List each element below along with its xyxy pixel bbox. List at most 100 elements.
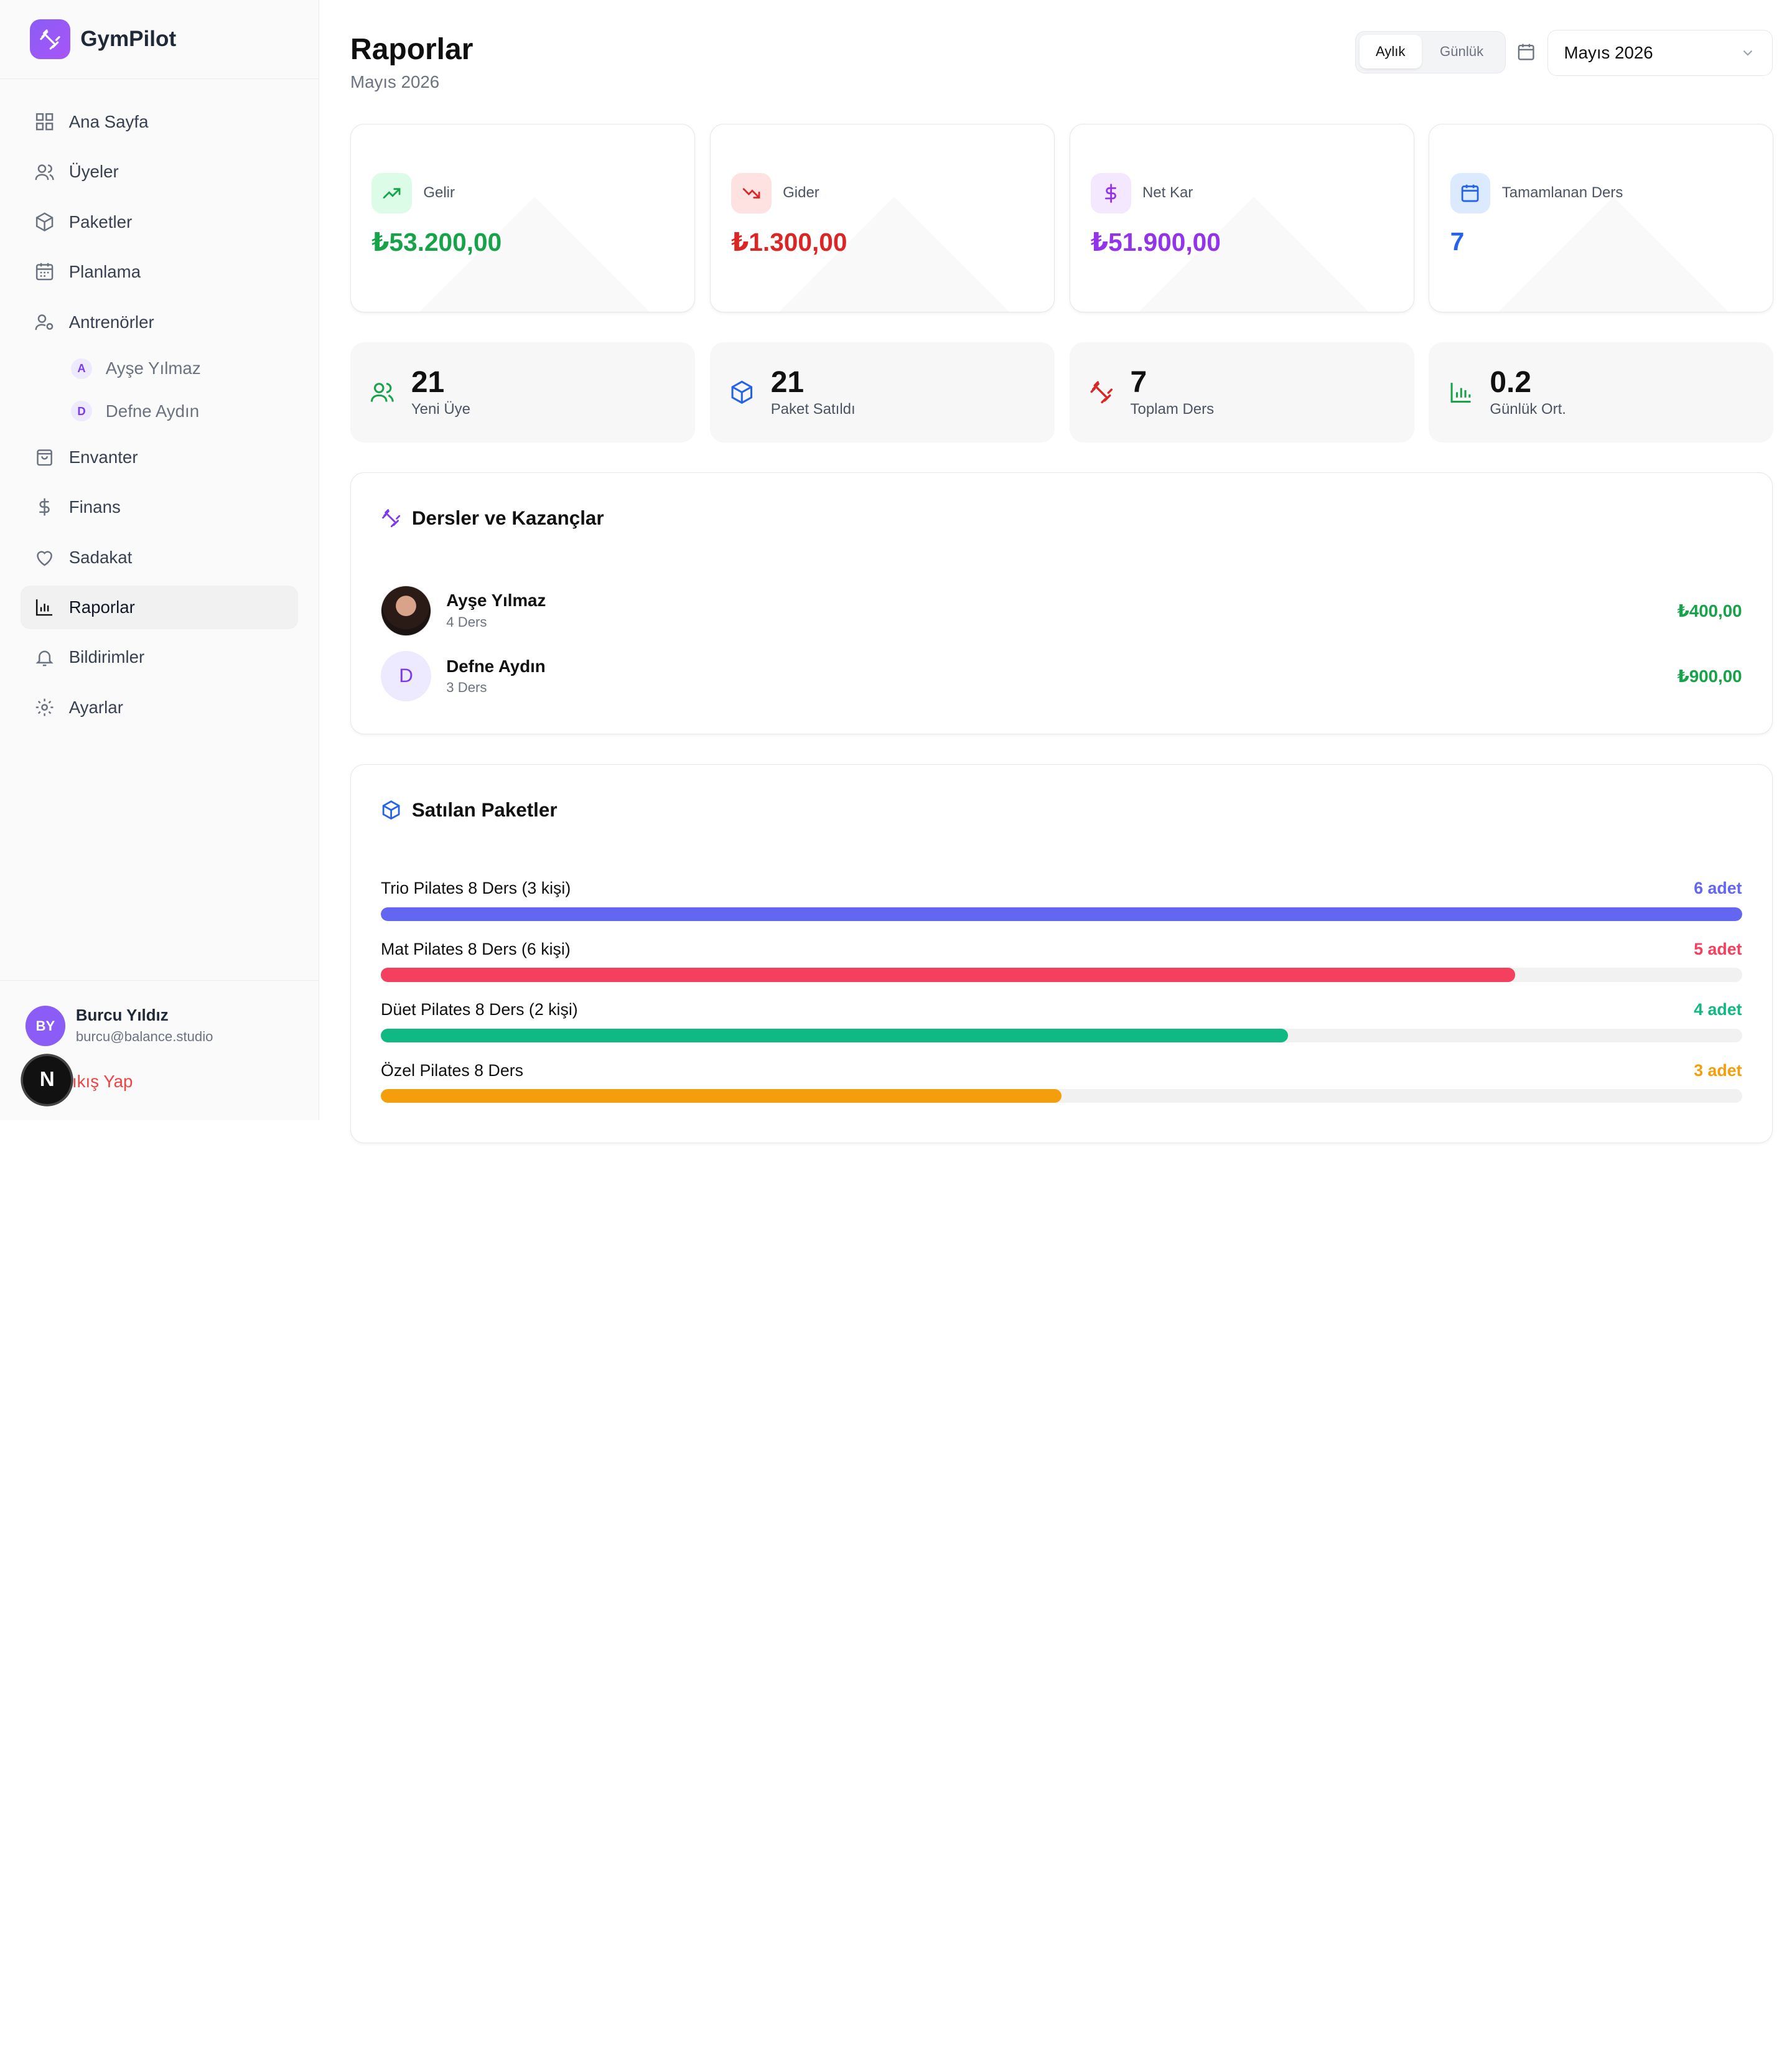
page-subtitle: Mayıs 2026 [350,72,440,92]
mini-stat-gunluk-ort: 0.2 Günlük Ort. [1429,342,1774,442]
users-icon [371,383,394,402]
mini-stat-value: 7 [1130,365,1147,399]
dashboard-icon [36,113,54,131]
trainer-lesson-count: 4 Ders [446,614,487,630]
sidebar-footer: BY Burcu Yıldız burcu@balance.studio Çık… [0,980,319,1092]
bell-icon [35,650,54,667]
package-count: 4 adet [1694,1000,1742,1019]
user-email: burcu@balance.studio [75,1028,213,1044]
users-icon [35,164,55,180]
mini-stat-label: Yeni Üye [411,401,470,418]
trainer-row[interactable]: D Defne Aydın 3 Ders ₺900,00 [381,643,1742,709]
toggle-monthly[interactable]: Aylık [1359,35,1422,68]
panel-title: Dersler ve Kazançlar [411,507,604,530]
mini-stat-yeni-uye: 21 Yeni Üye [350,342,695,442]
dev-tools-badge[interactable]: N [22,1055,72,1105]
sidebar-item-label: Bildirimler [68,647,145,667]
trainer-row[interactable]: Ayşe Yılmaz 4 Ders ₺400,00 [381,578,1742,643]
dollar-icon [39,498,50,516]
sidebar-trainer-ayse[interactable]: A Ayşe Yılmaz [21,350,298,387]
panel-title: Satılan Paketler [411,798,558,821]
sidebar-item-raporlar[interactable]: Raporlar [21,585,298,630]
brand-name: GymPilot [80,27,177,52]
sidebar-trainer-defne[interactable]: D Defne Aydın [21,393,298,429]
mini-stat-label: Günlük Ort. [1490,401,1566,418]
sidebar: GymPilot Ana Sayfa Üyeler Paketler Planl… [0,0,320,1120]
stat-value: ₺53.200,00 [371,227,502,256]
logout-button[interactable]: Çıkış Yap [59,1071,133,1091]
package-progress-track [381,1028,1742,1043]
sidebar-item-ana-sayfa[interactable]: Ana Sayfa [21,100,298,144]
package-count: 3 adet [1694,1060,1742,1080]
trainer-earnings: ₺900,00 [1677,666,1742,686]
trainer-initial-badge: D [71,401,92,422]
sidebar-nav: Ana Sayfa Üyeler Paketler Planlama Antre… [0,79,319,729]
sidebar-item-label: Envanter [68,447,138,467]
sidebar-trainer-label: Ayşe Yılmaz [105,358,201,378]
stat-card-gelir: Gelir ₺53.200,00 [350,124,695,313]
trending-up-icon [371,172,412,213]
heart-icon [37,551,53,566]
package-progress-track [381,1089,1742,1103]
stat-label: Gelir [423,184,455,202]
package-progress-fill [381,1089,1062,1103]
mini-stat-cards: 21 Yeni Üye 21 Paket Satıldı 7 Toplam De… [350,342,1774,442]
sidebar-item-label: Antrenörler [68,312,154,332]
user-profile[interactable]: BY Burcu Yıldız burcu@balance.studio [25,1006,319,1046]
avatar: D [381,650,432,702]
trainer-name: Defne Aydın [446,656,546,676]
sidebar-item-bildirimler[interactable]: Bildirimler [21,635,298,679]
sidebar-trainer-label: Defne Aydın [105,401,200,421]
package-row: Düet Pilates 8 Ders (2 kişi) 4 adet [381,1000,1742,1043]
mini-stat-value: 21 [770,365,805,399]
sidebar-item-envanter[interactable]: Envanter [21,436,298,479]
package-name: Düet Pilates 8 Ders (2 kişi) [381,1000,578,1019]
sidebar-item-label: Üyeler [68,162,119,182]
avatar [381,585,432,636]
trainer-name: Ayşe Yılmaz [446,591,546,611]
package-progress-fill [381,907,1742,922]
brand[interactable]: GymPilot [0,0,319,80]
stat-label: Gider [783,184,819,202]
calendar-icon [1518,44,1534,60]
toggle-daily[interactable]: Günlük [1440,44,1484,60]
trainer-icon [35,314,54,330]
package-row: Mat Pilates 8 Ders (6 kişi) 5 adet [381,940,1742,982]
sidebar-item-uyeler[interactable]: Üyeler [21,150,298,194]
dollar-icon [1090,172,1131,213]
page-header: Raporlar Mayıs 2026 Aylık Günlük Mayıs 2… [350,0,1773,124]
package-name: Trio Pilates 8 Ders (3 kişi) [381,879,571,898]
sidebar-item-label: Ayarlar [68,697,123,717]
month-select[interactable]: Mayıs 2026 [1547,29,1773,76]
package-name: Mat Pilates 8 Ders (6 kişi) [381,939,571,958]
stat-cards: Gelir ₺53.200,00 Gider ₺1.300,00 [350,124,1774,313]
sidebar-item-label: Raporlar [68,597,135,617]
sidebar-item-ayarlar[interactable]: Ayarlar [21,686,298,729]
sidebar-item-paketler[interactable]: Paketler [21,200,298,244]
dumbbell-icon [29,19,70,60]
stat-value: ₺1.300,00 [731,227,847,256]
package-progress-track [381,968,1742,982]
gear-icon [36,699,54,716]
stat-card-tamamlanan-ders: Tamamlanan Ders 7 [1429,124,1774,313]
mini-stat-paket-satildi: 21 Paket Satıldı [709,342,1055,442]
sidebar-item-antrenorler[interactable]: Antrenörler [21,300,298,344]
lessons-earnings-panel: Dersler ve Kazançlar Ayşe Yılmaz 4 Ders … [350,472,1773,734]
sidebar-item-sadakat[interactable]: Sadakat [21,535,298,579]
stat-value: ₺51.900,00 [1090,227,1221,256]
calendar-icon [1450,172,1491,213]
package-count: 5 adet [1694,939,1742,958]
stat-value: 7 [1450,227,1465,256]
chevron-down-icon [1743,50,1752,56]
sidebar-item-label: Finans [68,497,121,517]
package-icon [382,800,400,820]
sidebar-item-label: Paketler [68,212,133,232]
sidebar-item-finans[interactable]: Finans [21,485,298,529]
sidebar-item-planlama[interactable]: Planlama [21,250,298,294]
user-name: Burcu Yıldız [75,1007,169,1025]
trending-down-icon [731,172,772,213]
package-progress-fill [381,968,1515,982]
main-content: Raporlar Mayıs 2026 Aylık Günlük Mayıs 2… [319,0,1792,1143]
package-row: Özel Pilates 8 Ders 3 adet [381,1061,1742,1103]
mini-stat-value: 0.2 [1490,365,1532,399]
